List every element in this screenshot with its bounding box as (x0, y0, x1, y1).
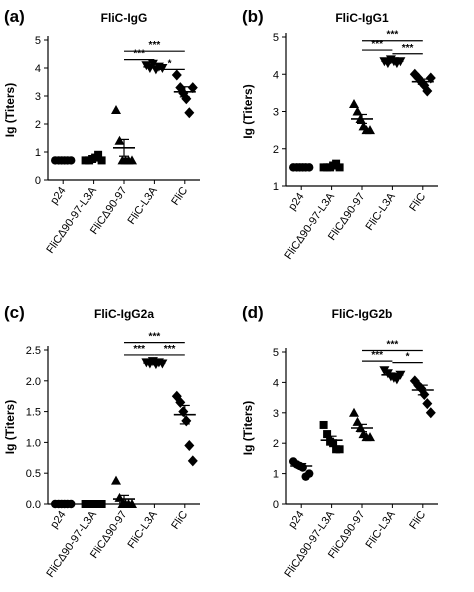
x-tick-label: p24 (286, 191, 306, 213)
y-axis-label: Ig (Titers) (241, 401, 255, 455)
data-point (171, 390, 182, 402)
y-tick-label: 5 (273, 347, 279, 359)
y-tick-label: 2.0 (26, 376, 41, 388)
data-point (319, 420, 328, 429)
y-tick-label: 3 (35, 91, 41, 103)
data-point (298, 463, 307, 472)
y-tick-label: 0.5 (26, 468, 41, 480)
x-tick-label: FliC-L3A (125, 508, 160, 550)
data-point (349, 99, 359, 109)
y-tick-label: 4 (35, 63, 41, 75)
x-tick-label: FliC (407, 509, 428, 532)
data-point (184, 439, 195, 451)
data-point (329, 439, 338, 448)
significance-label: *** (133, 344, 145, 355)
chart-title: FliC-IgG2b (332, 307, 393, 321)
data-point (365, 432, 375, 442)
x-tick-label: FliC-L3A (363, 508, 398, 550)
significance-label: *** (149, 40, 161, 51)
y-tick-label: 0 (35, 175, 41, 187)
y-tick-label: 2.5 (26, 345, 41, 357)
y-tick-label: 5 (35, 35, 41, 47)
significance-label: *** (149, 332, 161, 343)
y-tick-label: 5 (273, 32, 279, 44)
significance-label: *** (371, 350, 383, 361)
y-tick-label: 3 (273, 408, 279, 420)
significance-label: *** (402, 43, 414, 54)
data-point (425, 407, 436, 419)
data-point (323, 430, 332, 439)
panel-label: (c) (4, 303, 25, 322)
significance-label: * (168, 58, 172, 69)
data-point (349, 407, 359, 417)
data-point (422, 85, 433, 97)
data-point (147, 59, 158, 69)
x-tick-label: FliC (169, 509, 190, 532)
x-tick-label: FliC (169, 185, 190, 208)
y-tick-label: 2 (35, 119, 41, 131)
y-tick-label: 1 (273, 181, 279, 193)
data-point (352, 106, 363, 116)
data-point (157, 359, 168, 369)
data-point (111, 475, 121, 485)
x-tick-label: p24 (48, 509, 68, 531)
chart-title: FliC-IgG (101, 11, 148, 25)
data-point (111, 105, 121, 114)
y-tick-label: 2 (273, 144, 279, 156)
significance-label: *** (387, 339, 399, 350)
x-tick-label: p24 (286, 509, 306, 531)
data-point (365, 125, 375, 135)
data-point (187, 82, 198, 94)
y-tick-label: 2 (273, 438, 279, 450)
data-point (114, 135, 125, 145)
data-point (127, 499, 137, 508)
y-axis-label: Ig (Titers) (241, 84, 255, 138)
data-point (305, 469, 314, 478)
y-tick-label: 3 (273, 107, 279, 119)
y-axis-label: Ig (Titers) (3, 83, 17, 137)
panel-label: (b) (242, 7, 264, 26)
chart-panel-3: (c) FliC-IgG2a 0.0 0.5 1.0 1.5 2.0 2.5 Ig (Titer… (3, 303, 200, 580)
y-tick-label: 1 (273, 469, 279, 481)
significance-label: *** (371, 39, 383, 50)
x-tick-label: FliC (407, 191, 428, 214)
y-tick-label: 4 (273, 377, 279, 389)
x-tick-label: p24 (48, 185, 68, 207)
data-point (335, 445, 344, 454)
y-tick-label: 1 (35, 147, 41, 159)
panel-label: (d) (242, 303, 264, 322)
significance-label: * (406, 352, 410, 363)
y-tick-label: 1.0 (26, 437, 41, 449)
data-point (171, 69, 182, 81)
data-point (181, 93, 192, 105)
data-point (184, 107, 195, 119)
y-axis-label: Ig (Titers) (3, 400, 17, 454)
significance-label: *** (164, 344, 176, 355)
y-tick-label: 4 (273, 69, 279, 81)
data-point (178, 406, 189, 418)
chart-title: FliC-IgG1 (335, 11, 389, 25)
data-point (94, 150, 103, 159)
panel-label: (a) (4, 7, 25, 26)
x-tick-label: FliC-L3A (363, 190, 398, 232)
significance-label: *** (133, 49, 145, 60)
chart-title: FliC-IgG2a (94, 307, 154, 321)
x-tick-label: FliC-L3A (125, 184, 160, 226)
data-point (352, 416, 363, 426)
y-tick-label: 1.5 (26, 407, 41, 419)
y-tick-label: 0 (273, 499, 279, 511)
data-point (127, 155, 137, 165)
data-point (187, 455, 198, 467)
data-point (97, 156, 106, 165)
data-point (425, 72, 436, 84)
data-point (181, 415, 192, 427)
data-point (335, 163, 344, 172)
data-point (422, 398, 433, 410)
y-tick-label: 0.0 (26, 499, 41, 511)
significance-label: *** (387, 30, 399, 41)
